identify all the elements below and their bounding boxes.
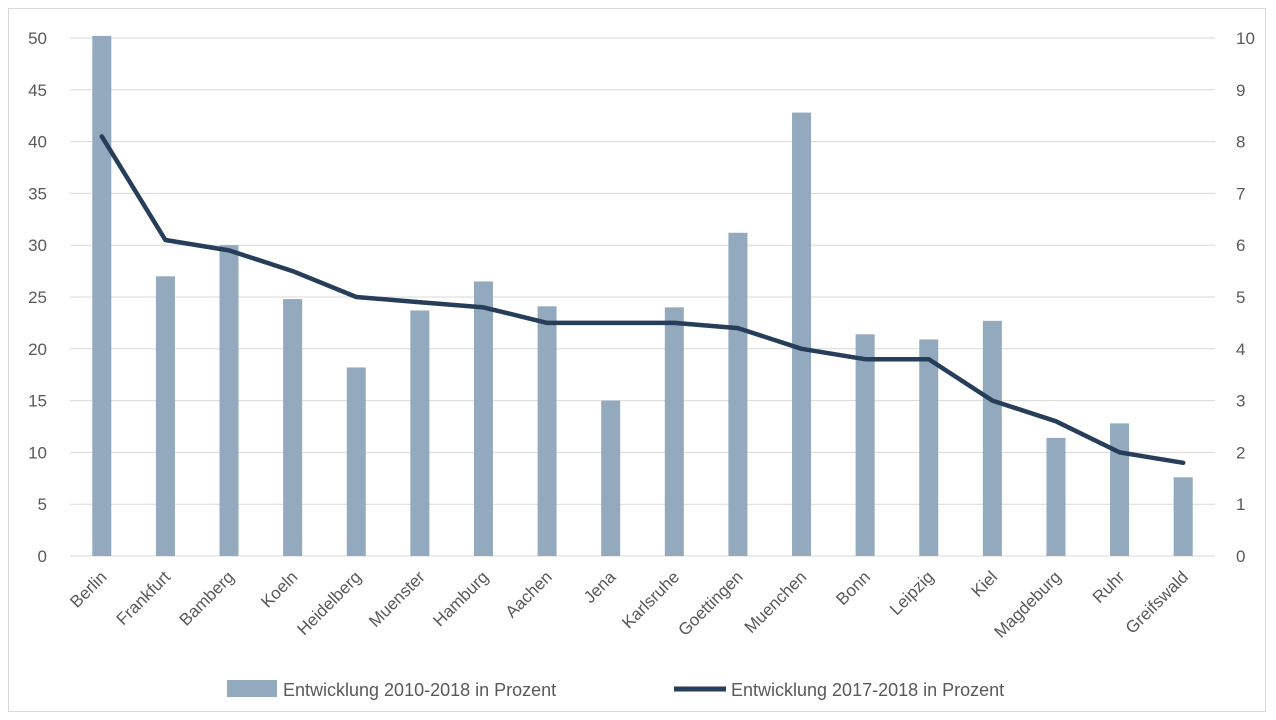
- x-tick-label: Kiel: [968, 567, 1001, 600]
- bar: [664, 307, 684, 556]
- right-tick-label: 1: [1236, 495, 1245, 514]
- bar: [155, 276, 175, 556]
- x-tick-label: Bonn: [832, 567, 874, 609]
- x-tick-label: Heidelberg: [293, 567, 365, 639]
- x-tick-label: Jena: [580, 567, 620, 607]
- bar: [728, 232, 748, 556]
- bar-series: [92, 35, 1193, 557]
- legend-bar-label: Entwicklung 2010-2018 in Prozent: [283, 680, 556, 700]
- right-tick-label: 5: [1236, 288, 1245, 307]
- chart-frame: [8, 8, 1266, 712]
- right-tick-label: 10: [1236, 29, 1255, 48]
- left-tick-label: 30: [28, 236, 47, 255]
- x-tick-label: Muenchen: [741, 567, 811, 637]
- bar: [283, 299, 303, 556]
- x-tick-label: Karlsruhe: [618, 567, 683, 632]
- left-y-axis: 0 5 10 15 20 25 30 35 40 45 50: [28, 29, 47, 566]
- right-y-axis: 0 1 2 3 4 5 6 7 8 9 10: [1236, 29, 1255, 566]
- right-tick-label: 7: [1236, 184, 1245, 203]
- left-tick-label: 15: [28, 392, 47, 411]
- right-tick-label: 8: [1236, 133, 1245, 152]
- left-tick-label: 10: [28, 443, 47, 462]
- bar: [410, 310, 430, 556]
- x-tick-label: Frankfurt: [113, 567, 175, 629]
- bar: [1110, 423, 1130, 556]
- bar: [219, 245, 239, 556]
- bar: [919, 339, 939, 556]
- left-tick-label: 0: [38, 547, 47, 566]
- x-tick-label: Greifswald: [1122, 567, 1192, 637]
- right-tick-label: 4: [1236, 340, 1245, 359]
- right-tick-label: 6: [1236, 236, 1245, 255]
- left-tick-label: 35: [28, 184, 47, 203]
- x-tick-label: Goettingen: [674, 567, 746, 639]
- bar: [601, 400, 621, 556]
- bar: [792, 112, 812, 556]
- right-tick-label: 9: [1236, 81, 1245, 100]
- series-line: [99, 134, 1186, 466]
- bar: [855, 334, 875, 556]
- x-tick-label: Aachen: [502, 567, 556, 621]
- right-tick-label: 3: [1236, 392, 1245, 411]
- x-tick-label: Magdeburg: [991, 567, 1065, 641]
- left-tick-label: 20: [28, 340, 47, 359]
- left-tick-label: 50: [28, 29, 47, 48]
- bar: [537, 306, 557, 556]
- right-tick-label: 0: [1236, 547, 1245, 566]
- bar: [982, 320, 1002, 556]
- x-tick-label: Hamburg: [429, 567, 492, 630]
- gridlines: [70, 37, 1215, 557]
- bar: [1173, 477, 1193, 556]
- left-tick-label: 45: [28, 81, 47, 100]
- x-tick-label: Leipzig: [886, 567, 938, 619]
- bar: [1046, 437, 1066, 556]
- bar: [92, 35, 112, 557]
- x-tick-label: Bamberg: [176, 567, 238, 629]
- line-series: [99, 134, 1186, 466]
- legend: Entwicklung 2010-2018 in Prozent Entwick…: [227, 680, 1004, 700]
- x-tick-label: Muenster: [365, 567, 429, 631]
- bar: [473, 281, 493, 556]
- left-tick-label: 5: [38, 495, 47, 514]
- left-tick-label: 40: [28, 133, 47, 152]
- x-tick-label: Koeln: [257, 567, 301, 611]
- bar: [346, 367, 366, 556]
- x-tick-label: Berlin: [66, 567, 110, 611]
- x-tick-label: Ruhr: [1089, 567, 1129, 607]
- legend-bar-swatch: [227, 680, 277, 697]
- legend-line-label: Entwicklung 2017-2018 in Prozent: [731, 680, 1004, 700]
- left-tick-label: 25: [28, 288, 47, 307]
- right-tick-label: 2: [1236, 443, 1245, 462]
